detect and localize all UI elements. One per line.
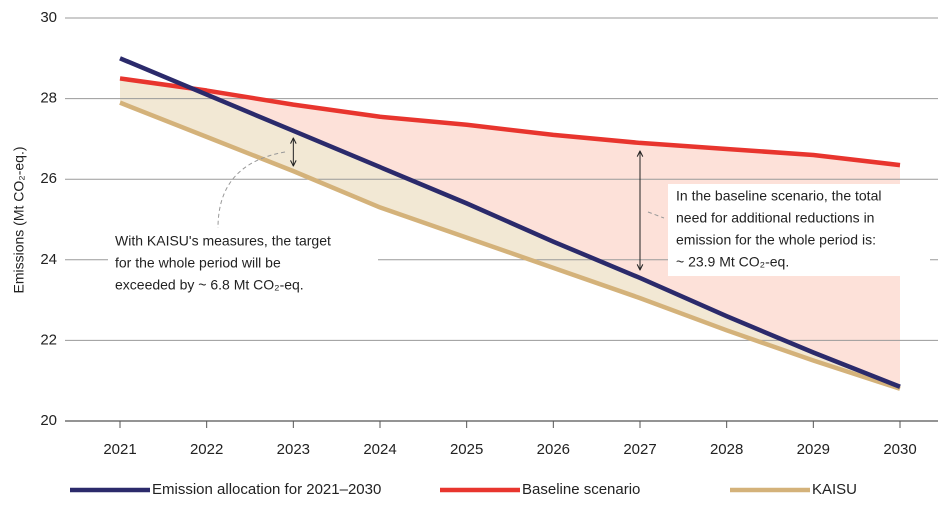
y-tick-label: 20 — [40, 412, 57, 429]
x-tick-label: 2024 — [363, 441, 396, 458]
connector — [647, 211, 665, 219]
annotation-text: With KAISU's measures, the target — [115, 233, 331, 249]
y-tick-label: 28 — [40, 90, 57, 107]
kaisu-gap-area — [120, 78, 900, 389]
x-tick-label: 2027 — [623, 441, 656, 458]
annotation-text: for the whole period will be — [115, 255, 281, 271]
areas — [120, 78, 900, 389]
y-axis-label: Emissions (Mt CO₂-eq.) — [11, 146, 27, 293]
annotation-bg — [668, 184, 930, 276]
y-tick-label: 26 — [40, 170, 57, 187]
x-tick-label: 2029 — [797, 441, 830, 458]
x-tick-label: 2021 — [103, 441, 136, 458]
x-tick-label: 2026 — [537, 441, 570, 458]
connector — [217, 151, 286, 229]
series-line — [119, 56, 901, 389]
x-tick-label: 2022 — [190, 441, 223, 458]
series-line — [119, 76, 901, 168]
annotations: With KAISU's measures, the target for the… — [108, 138, 930, 298]
y-tick-label: 30 — [40, 9, 57, 26]
annotation-text: ~ 23.9 Mt CO₂-eq. — [676, 254, 789, 270]
x-tick-label: 2030 — [883, 441, 916, 458]
annotation-text: need for additional reductions in — [676, 210, 874, 226]
annotation-text: In the baseline scenario, the total — [676, 188, 881, 204]
legend-label: Emission allocation for 2021–2030 — [152, 481, 381, 498]
x-tick-label: 2028 — [710, 441, 743, 458]
annotation-text: emission for the whole period is: — [676, 232, 876, 248]
legend-label: KAISU — [812, 481, 857, 498]
annotation-text: exceeded by ~ 6.8 Mt CO₂-eq. — [115, 277, 304, 293]
legend-label: Baseline scenario — [522, 481, 640, 498]
annotation-bg — [108, 230, 378, 298]
x-tick-label: 2023 — [277, 441, 310, 458]
y-tick-label: 22 — [40, 331, 57, 348]
y-tick-label: 24 — [40, 251, 57, 268]
lines — [119, 56, 901, 391]
series-line — [119, 100, 901, 391]
x-tick-label: 2025 — [450, 441, 483, 458]
